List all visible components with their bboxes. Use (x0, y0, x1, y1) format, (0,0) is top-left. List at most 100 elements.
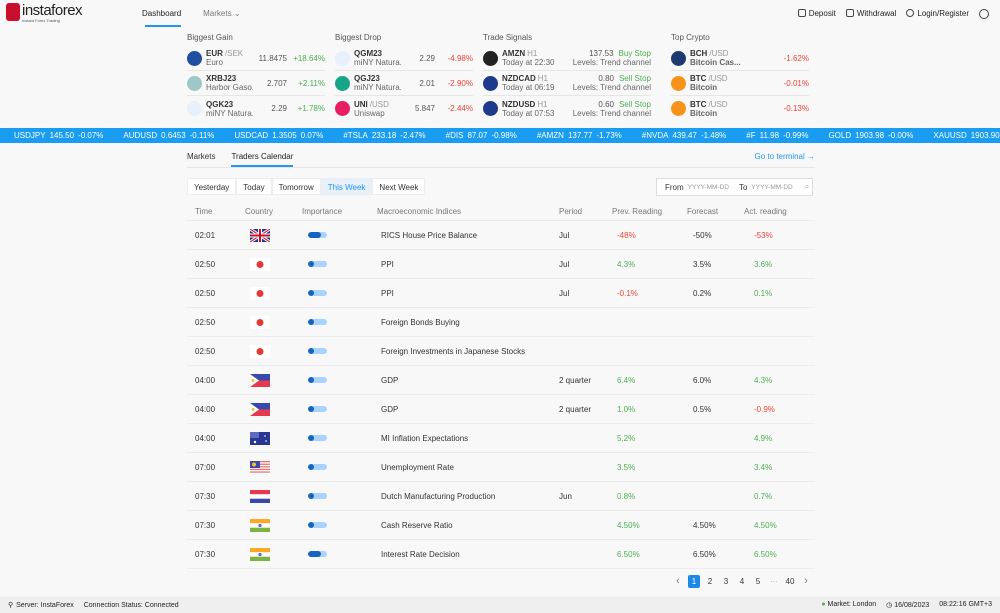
ticker-item[interactable]: GOLD 1903.98 -0.00% (828, 131, 917, 140)
table-row[interactable]: 02:50 PPI Jul -0.1% 0.2% 0.1% (187, 279, 815, 308)
indicator-name[interactable]: GDP (381, 404, 399, 414)
prev-reading: 4.50% (617, 520, 640, 530)
page-1[interactable]: 1 (688, 575, 700, 588)
filter-tomorrow[interactable]: Tomorrow (271, 178, 321, 195)
deposit-button[interactable]: Deposit (797, 9, 836, 19)
logo-mark-icon (6, 3, 20, 21)
table-row[interactable]: 04:00 MI Inflation Expectations 5.2% 4.9% (187, 424, 815, 453)
table-row[interactable]: 04:00 GDP 2 quarter 1.0% 0.5% -0.9% (187, 395, 815, 424)
ticker-item[interactable]: #NVDA 439.47 -1.48% (642, 131, 731, 140)
indicator-name[interactable]: Foreign Bonds Buying (381, 317, 460, 327)
column-header[interactable]: Act. reading (744, 207, 787, 216)
language-icon[interactable] (979, 9, 989, 19)
indicator-name[interactable]: Interest Rate Decision (381, 549, 460, 559)
column-header[interactable]: Forecast (687, 207, 719, 216)
clock-icon: ◷ (886, 602, 893, 609)
nav-markets[interactable]: Markets ⌄ (203, 9, 240, 18)
from-date-input[interactable]: YYYY-MM-DD (687, 183, 729, 191)
column-header[interactable]: Importance (302, 207, 343, 216)
ticker-item[interactable]: #AMZN 137.77 -1.73% (537, 131, 626, 140)
forecast: 0.2% (693, 288, 712, 298)
column-header[interactable]: Time (195, 207, 213, 216)
panel-item[interactable]: UNI/USD Uniswap 5.847 -2.44% (335, 96, 473, 121)
table-row[interactable]: 07:30 Interest Rate Decision 6.50% 6.50% 6.5… (187, 540, 815, 569)
table-row[interactable]: 07:30 Cash Reserve Ratio 4.50% 4.50% 4.50% (187, 511, 815, 540)
table-row[interactable]: 02:50 PPI Jul 4.3% 3.5% 3.6% (187, 250, 815, 279)
page-3[interactable]: 3 (723, 577, 729, 586)
prev-reading: 6.4% (617, 375, 636, 385)
tab-traders-calendar[interactable]: Traders Calendar (231, 152, 294, 167)
table-row[interactable]: 04:00 GDP 2 quarter 6.4% 6.0% 4.3% (187, 366, 815, 395)
symbol: QGJ23 (354, 74, 380, 83)
panel-item[interactable]: NZDUSD H1 Today at 07:53 0.60 Sell Stop Level… (483, 96, 651, 121)
ticker-value: 439.47 (672, 131, 697, 140)
page-5[interactable]: 5 (755, 577, 761, 586)
prev-page-icon[interactable]: ‹ (676, 575, 680, 587)
nav-dashboard[interactable]: Dashboard (142, 9, 182, 27)
indicator-name[interactable]: Foreign Investments in Japanese Stocks (381, 346, 526, 356)
ticker-item[interactable]: USDCAD 1.3505 0.07% (234, 131, 327, 140)
ticker-item[interactable]: AUDUSD 0.6453 -0.11% (123, 131, 218, 140)
indicator-name[interactable]: Unemployment Rate (381, 462, 454, 472)
country-cell (237, 547, 294, 561)
column-header[interactable]: Macroeconomic Indices (377, 207, 462, 216)
table-row[interactable]: 02:01 RICS House Price Balance Jul -48% -50%… (187, 221, 815, 250)
table-row[interactable]: 07:00 Unemployment Rate 3.5% 3.4% (187, 453, 815, 482)
wifi-icon: ⚲ (8, 602, 14, 609)
page-2[interactable]: 2 (707, 577, 713, 586)
panel-item[interactable]: EUR/SEK Euro 11.8475 +18.64% (187, 46, 325, 71)
indicator-name[interactable]: PPI (381, 288, 394, 298)
login-register-button[interactable]: Login/Register (906, 9, 969, 19)
ticker-item[interactable]: #F 11.98 -0.99% (746, 131, 812, 140)
indicator-name[interactable]: RICS House Price Balance (381, 230, 478, 240)
ticker-bar[interactable]: USDJPY 145.50 -0.07% AUDUSD 0.6453 -0.11% USDC… (0, 128, 1000, 143)
column-header[interactable]: Prev. Reading (612, 207, 663, 216)
change: -2.90% (447, 78, 473, 88)
ticker-item[interactable]: USDJPY 145.50 -0.07% (14, 131, 107, 140)
tab-markets[interactable]: Markets (187, 152, 216, 161)
page-4[interactable]: 4 (739, 577, 745, 586)
indicator-name[interactable]: MI Inflation Expectations (381, 433, 469, 443)
panel-item[interactable]: AMZN H1 Today at 22:30 137.53 Buy Stop Levels… (483, 46, 651, 71)
withdrawal-button[interactable]: Withdrawal (845, 9, 896, 19)
indicator-name[interactable]: PPI (381, 259, 394, 269)
instrument-desc: Today at 07:53 (502, 108, 555, 118)
panel-item[interactable]: BCH/USD Bitcoin Cas... -1.62% (671, 46, 809, 71)
in-flag-icon (250, 518, 294, 532)
importance-cell (294, 464, 369, 470)
page-40[interactable]: 40 (785, 577, 795, 586)
filter-this-week[interactable]: This Week (320, 178, 373, 195)
indicator-name[interactable]: GDP (381, 375, 399, 385)
panel-item[interactable]: NZDCAD H1 Today at 06:19 0.80 Sell Stop Level… (483, 71, 651, 96)
column-header[interactable]: Country (245, 207, 274, 216)
column-header[interactable]: Period (559, 207, 583, 216)
panel-item[interactable]: BTC/USD Bitcoin -0.13% (671, 96, 809, 121)
change: -1.62% (783, 53, 809, 63)
ticker-item[interactable]: #TSLA 233.18 -2.47% (343, 131, 429, 140)
table-row[interactable]: 02:50 Foreign Bonds Buying (187, 308, 815, 337)
table-row[interactable]: 07:30 Dutch Manufacturing Production Jun 0.… (187, 482, 815, 511)
go-to-terminal-link[interactable]: Go to terminal → (754, 152, 815, 161)
ticker-item[interactable]: #DIS 87.07 -0.98% (446, 131, 521, 140)
gas-flame-icon (335, 50, 350, 66)
indicator-name[interactable]: Dutch Manufacturing Production (381, 491, 496, 501)
next-page-icon[interactable]: › (804, 575, 808, 587)
filter-today[interactable]: Today (236, 178, 272, 195)
indicator-name[interactable]: Cash Reserve Ratio (381, 520, 453, 530)
importance-fill (308, 377, 315, 383)
table-row[interactable]: 02:50 Foreign Investments in Japanese Sto… (187, 337, 815, 366)
filter-next-week[interactable]: Next Week (372, 178, 426, 195)
logo[interactable]: instaforex Instant Forex Trading (6, 3, 83, 23)
to-date-input[interactable]: YYYY-MM-DD (751, 183, 793, 191)
panel-item[interactable]: BTC/USD Bitcoin -0.01% (671, 71, 809, 96)
search-icon[interactable]: ⌕ (804, 182, 810, 191)
filter-yesterday[interactable]: Yesterday (187, 178, 237, 195)
quote: /USD (708, 74, 728, 83)
